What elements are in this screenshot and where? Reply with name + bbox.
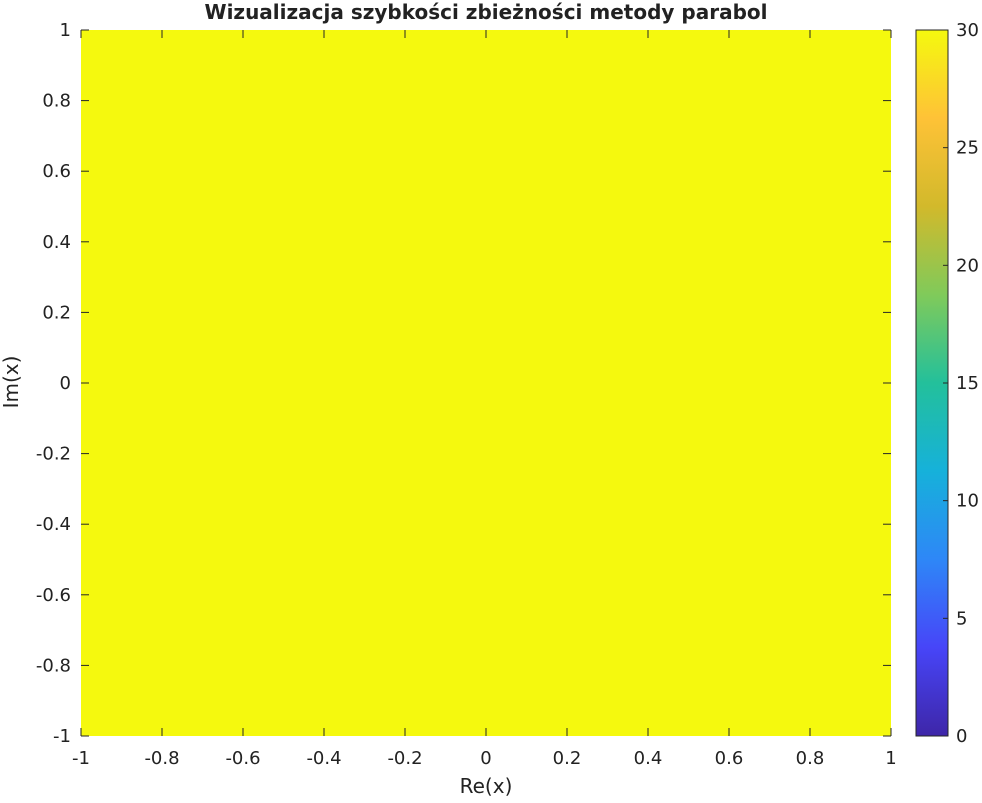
y-tick-label: 0.6 xyxy=(42,161,71,182)
x-tick-label: -0.8 xyxy=(144,748,179,769)
x-tick-label: -1 xyxy=(72,748,90,769)
y-tick-label: 0.4 xyxy=(42,232,71,253)
y-tick-label: 0 xyxy=(60,373,71,394)
y-axis-label: Im(x) xyxy=(0,356,23,409)
colorbar-tick-label: 20 xyxy=(956,255,979,276)
x-tick-label: -0.6 xyxy=(225,748,260,769)
y-tick-label: 0.8 xyxy=(42,91,71,112)
y-tick-label: -0.2 xyxy=(36,444,71,465)
y-tick-label: -0.4 xyxy=(36,514,71,535)
y-tick-label: 1 xyxy=(60,20,71,41)
y-tick-label: -1 xyxy=(53,726,71,747)
x-tick-label: -0.2 xyxy=(387,748,422,769)
colorbar-tick-label: 15 xyxy=(956,373,979,394)
x-tick-label: 0.4 xyxy=(634,748,663,769)
y-tick-label: 0.2 xyxy=(42,302,71,323)
colorbar-tick-label: 30 xyxy=(956,20,979,41)
x-tick-label: 0.8 xyxy=(796,748,825,769)
x-tick-label: 1 xyxy=(885,748,896,769)
chart-title: Wizualizacja szybkości zbieżności metody… xyxy=(205,0,768,24)
x-tick-label: -0.4 xyxy=(306,748,341,769)
x-tick-label: 0 xyxy=(480,748,491,769)
x-tick-label: 0.2 xyxy=(553,748,582,769)
x-axis-label: Re(x) xyxy=(460,774,513,798)
colorbar-tick-label: 10 xyxy=(956,491,979,512)
y-tick-label: -0.8 xyxy=(36,655,71,676)
heatmap-cell xyxy=(81,30,891,736)
y-tick-label: -0.6 xyxy=(36,585,71,606)
colorbar-tick-label: 0 xyxy=(956,726,967,747)
x-tick-label: 0.6 xyxy=(715,748,744,769)
colorbar-tick-label: 25 xyxy=(956,138,979,159)
colorbar-tick-label: 5 xyxy=(956,608,967,629)
